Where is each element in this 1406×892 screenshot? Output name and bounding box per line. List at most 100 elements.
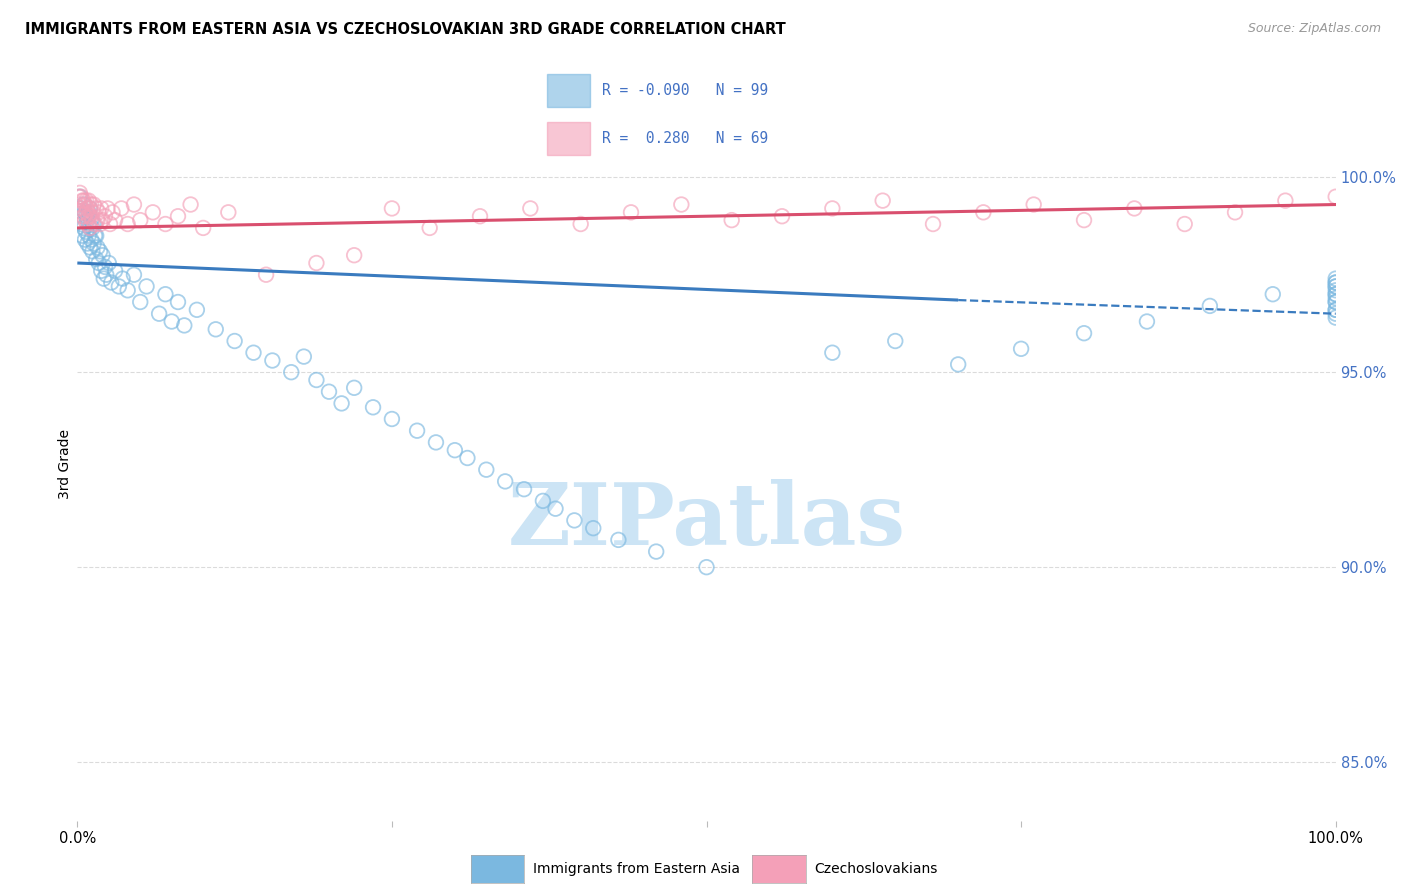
Point — [80, 233, 103, 247]
Point — [1199, 299, 1222, 313]
Point — [72, 194, 94, 208]
Point — [70, 202, 93, 216]
Point — [77, 194, 100, 208]
Text: R = -0.090   N = 99: R = -0.090 N = 99 — [602, 83, 769, 97]
Point — [262, 353, 284, 368]
Point — [569, 217, 592, 231]
Point — [73, 213, 96, 227]
Point — [83, 236, 105, 251]
Point — [1324, 276, 1347, 290]
Point — [821, 202, 844, 216]
Point — [1010, 342, 1032, 356]
Point — [217, 205, 239, 219]
Point — [720, 213, 742, 227]
Point — [91, 213, 114, 227]
Point — [343, 248, 366, 262]
Point — [1324, 287, 1347, 301]
Point — [884, 334, 907, 348]
Point — [70, 202, 93, 216]
Point — [72, 205, 94, 219]
Bar — [547, 122, 591, 155]
Point — [318, 384, 340, 399]
Point — [82, 244, 104, 259]
Point — [1324, 279, 1347, 293]
Point — [104, 264, 127, 278]
Point — [86, 240, 108, 254]
Point — [82, 205, 104, 219]
Point — [1324, 295, 1347, 310]
Point — [86, 213, 108, 227]
Point — [1324, 276, 1347, 290]
Point — [475, 463, 498, 477]
Point — [72, 209, 94, 223]
Point — [544, 501, 567, 516]
Point — [84, 217, 107, 231]
Point — [75, 225, 97, 239]
Point — [73, 197, 96, 211]
Point — [696, 560, 718, 574]
Point — [80, 197, 103, 211]
Point — [82, 221, 104, 235]
Point — [305, 373, 328, 387]
Point — [77, 228, 100, 243]
Point — [160, 314, 183, 328]
Point — [98, 217, 121, 231]
Point — [620, 205, 643, 219]
Point — [70, 217, 93, 231]
Point — [1324, 302, 1347, 317]
Point — [224, 334, 246, 348]
Point — [69, 186, 91, 200]
Point — [84, 228, 107, 243]
Point — [582, 521, 605, 535]
Point — [821, 345, 844, 359]
Point — [82, 213, 104, 227]
Point — [129, 295, 152, 310]
Point — [117, 217, 139, 231]
Point — [72, 209, 94, 223]
Point — [1324, 283, 1347, 297]
Point — [1324, 295, 1347, 310]
Point — [79, 202, 101, 216]
Point — [67, 190, 90, 204]
Point — [1073, 326, 1095, 341]
Point — [83, 217, 105, 231]
Point — [406, 424, 429, 438]
Point — [1324, 302, 1347, 317]
Point — [110, 202, 132, 216]
Text: R =  0.280   N = 69: R = 0.280 N = 69 — [602, 131, 769, 146]
Point — [70, 190, 93, 204]
Point — [69, 190, 91, 204]
Point — [94, 260, 117, 274]
Point — [89, 217, 111, 231]
Point — [204, 322, 226, 336]
Point — [77, 205, 100, 219]
Point — [531, 494, 554, 508]
Point — [100, 276, 122, 290]
Point — [607, 533, 630, 547]
Point — [1324, 271, 1347, 285]
Point — [101, 205, 124, 219]
Point — [77, 209, 100, 223]
Text: Immigrants from Eastern Asia: Immigrants from Eastern Asia — [533, 862, 740, 876]
Point — [645, 544, 668, 558]
Point — [73, 233, 96, 247]
Point — [87, 256, 110, 270]
Point — [104, 213, 127, 227]
Point — [76, 202, 98, 216]
Point — [872, 194, 894, 208]
Point — [80, 209, 103, 223]
Point — [90, 202, 112, 216]
Point — [142, 205, 165, 219]
Point — [90, 264, 112, 278]
Point — [79, 240, 101, 254]
Point — [468, 209, 491, 223]
Point — [1324, 279, 1347, 293]
Point — [330, 396, 353, 410]
Point — [343, 381, 366, 395]
Point — [173, 318, 195, 333]
Point — [292, 350, 315, 364]
Point — [122, 268, 145, 282]
Text: IMMIGRANTS FROM EASTERN ASIA VS CZECHOSLOVAKIAN 3RD GRADE CORRELATION CHART: IMMIGRANTS FROM EASTERN ASIA VS CZECHOSL… — [25, 22, 786, 37]
Point — [167, 209, 190, 223]
Point — [494, 475, 516, 489]
